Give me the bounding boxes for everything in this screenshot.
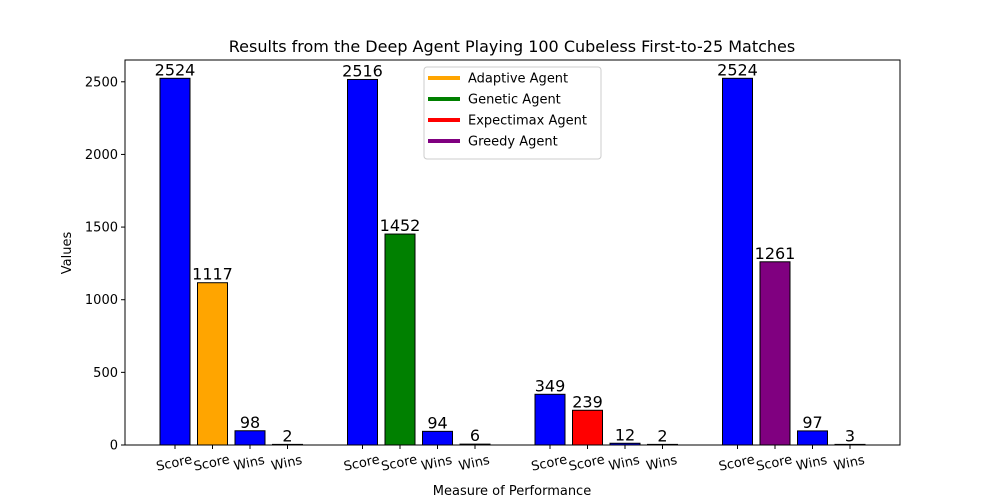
data-labels-layer: 2524 1117 98 2 2516 1452 94 6 349 239 12 2 2524 1261 9…: [155, 60, 855, 445]
data-label-g2-4: 6: [470, 426, 480, 445]
legend: Adaptive Agent Genetic Agent Expectimax Ag…: [423, 66, 602, 160]
x-tick-label: Wins: [607, 453, 641, 474]
data-label-g4-4: 3: [845, 427, 855, 446]
bar-g1-2: [197, 282, 228, 446]
data-label-g3-2: 239: [572, 392, 603, 411]
y-tick-label: 2500: [85, 75, 118, 90]
x-tick-label: Score: [155, 452, 194, 474]
legend-label: Expectimax Agent: [468, 114, 587, 129]
bar-g4-3: [797, 430, 828, 446]
y-tick-label: 500: [93, 366, 118, 381]
x-tick-label: Score: [567, 452, 606, 474]
y-axis: 0 500 1000 1500 2000 2500: [85, 75, 125, 454]
legend-label: Genetic Agent: [468, 93, 561, 108]
y-tick-label: 2000: [85, 148, 118, 163]
bar-g3-1: [534, 393, 566, 446]
data-label-g2-3: 94: [427, 413, 447, 432]
bar-g2-1: [347, 78, 378, 446]
data-label-g3-4: 2: [657, 427, 667, 446]
data-label-g1-4: 2: [282, 427, 292, 446]
bars-layer: [159, 77, 866, 446]
x-tick-label: Score: [717, 452, 756, 474]
y-tick-label: 0: [110, 439, 118, 454]
data-label-g4-3: 97: [802, 413, 822, 432]
x-tick-label: Wins: [795, 453, 829, 474]
x-tick-label: Score: [755, 452, 794, 474]
x-tick-label: Score: [192, 452, 231, 474]
data-label-g1-1: 2524: [155, 60, 196, 79]
y-tick-label: 1000: [85, 293, 118, 308]
data-label-g4-2: 1261: [755, 244, 796, 263]
bar-g1-1: [159, 77, 191, 446]
x-tick-label: Score: [530, 452, 569, 474]
bar-g4-1: [722, 77, 753, 446]
legend-label: Greedy Agent: [468, 135, 558, 150]
x-tick-label: Score: [380, 452, 419, 474]
x-tick-label: Wins: [420, 453, 454, 474]
y-tick-label: 1500: [85, 221, 118, 236]
legend-box: [423, 66, 602, 160]
bar-g3-2: [572, 409, 603, 446]
y-axis-title: Values: [60, 232, 75, 275]
data-label-g4-1: 2524: [717, 60, 758, 79]
data-label-g3-1: 349: [535, 376, 566, 395]
x-tick-label: Wins: [457, 453, 491, 474]
bar-g2-3: [422, 430, 453, 446]
bar-g1-3: [234, 430, 266, 446]
x-tick-label: Wins: [832, 453, 866, 474]
bar-g4-2: [759, 261, 791, 446]
data-label-g1-2: 1117: [192, 265, 233, 284]
data-label-g3-3: 12: [615, 425, 635, 444]
data-label-g2-2: 1452: [380, 216, 421, 235]
chart-title: Results from the Deep Agent Playing 100 …: [229, 37, 795, 56]
x-tick-label: Wins: [645, 453, 679, 474]
bar-g2-2: [384, 233, 416, 446]
legend-label: Adaptive Agent: [468, 72, 568, 87]
data-label-g2-1: 2516: [342, 61, 383, 80]
x-tick-label: Score: [342, 452, 381, 474]
data-label-g1-3: 98: [240, 413, 260, 432]
x-axis-title: Measure of Performance: [433, 484, 591, 499]
x-tick-label: Wins: [232, 453, 266, 474]
plot-frame: [124, 59, 901, 446]
x-tick-label: Wins: [270, 453, 304, 474]
